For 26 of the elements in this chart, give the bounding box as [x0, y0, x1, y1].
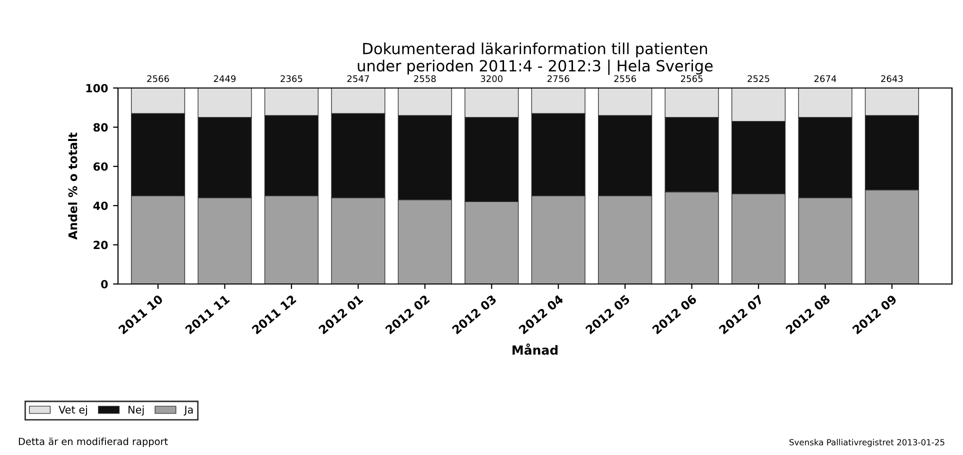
- annotation: 2643: [881, 75, 903, 82]
- annotation: 3200: [480, 75, 503, 82]
- annotation: 2547: [347, 75, 369, 82]
- legend-label: Ja: [184, 406, 193, 416]
- y-tick-label: 100: [86, 84, 108, 92]
- y-axis-title: Andel % o totalt: [68, 132, 78, 240]
- annotation: 2525: [748, 75, 770, 82]
- annotation: 2558: [414, 75, 436, 82]
- legend-label: Nej: [128, 406, 144, 416]
- x-axis-title: Månad: [512, 344, 558, 355]
- annotation: 2566: [147, 75, 169, 82]
- text: Svenska Palliativregistret 2013-01-25: [790, 438, 944, 447]
- y-tick-label: 40: [93, 202, 108, 210]
- y-tick-label: 80: [93, 123, 108, 132]
- chart-title: Dokumenterad läkarinformation till patienten under perioden 2011:4 - 2012:3 | Hela Sverige: [358, 42, 713, 75]
- annotation: 2365: [280, 75, 302, 82]
- text: Detta är en modifierad rapport: [18, 438, 168, 447]
- annotation: 2674: [814, 75, 836, 82]
- y-tick-label: 60: [94, 162, 108, 171]
- annotation: 2756: [548, 75, 570, 82]
- legend-label: Vet ej: [58, 406, 87, 416]
- annotation: 2449: [214, 75, 236, 82]
- annotation: 2565: [680, 75, 702, 82]
- y-tick-label: 20: [94, 240, 108, 250]
- y-tick-label: 0: [101, 280, 108, 288]
- annotation: 2556: [614, 75, 636, 82]
